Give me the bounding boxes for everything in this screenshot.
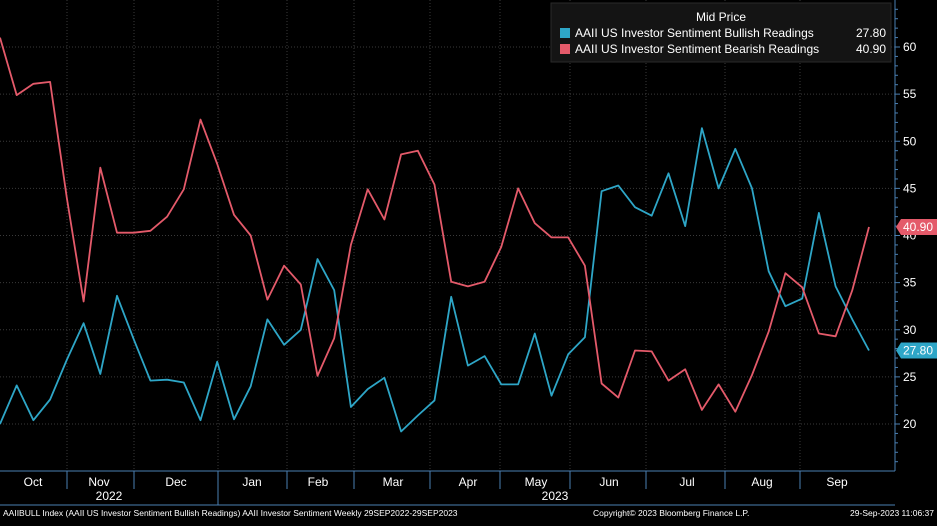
legend-title: Mid Price [696,10,746,24]
y-tick-label: 20 [903,417,917,431]
x-month-label: Nov [88,475,109,489]
footer: AAIIBULL Index (AAII US Investor Sentime… [3,508,934,518]
x-year-label: 2022 [96,489,123,503]
x-year-label: 2023 [542,489,569,503]
series-layer [0,37,870,433]
y-tick-label: 50 [903,134,917,148]
legend: Mid Price AAII US Investor Sentiment Bul… [550,2,892,63]
y-tick-label: 25 [903,370,917,384]
series-line-bearish [0,37,870,413]
y-tick-label: 30 [903,323,917,337]
x-month-label: Sep [826,475,848,489]
x-month-label: Apr [459,475,478,489]
y-tick-label: 60 [903,40,917,54]
x-month-label: Jul [679,475,694,489]
legend-swatch-bullish [560,28,570,38]
legend-label-bearish: AAII US Investor Sentiment Bearish Readi… [575,42,819,56]
last-value-tag-bearish [896,219,937,236]
last-value-label-bullish: 27.80 [903,343,933,357]
y-tick-label: 35 [903,276,917,290]
grid-layer [0,0,895,471]
series-line-bullish [0,127,870,433]
legend-label-bullish: AAII US Investor Sentiment Bullish Readi… [575,26,814,40]
last-value-label-bearish: 40.90 [903,220,933,234]
x-month-label: Mar [383,475,404,489]
x-month-label: Jun [599,475,618,489]
y-tick-label: 55 [903,87,917,101]
legend-value-bearish: 40.90 [856,42,886,56]
x-month-label: Feb [308,475,329,489]
x-month-label: Aug [751,475,772,489]
x-month-label: Oct [24,475,43,489]
y-tick-label: 45 [903,181,917,195]
legend-swatch-bearish [560,44,570,54]
x-month-label: Dec [165,475,186,489]
last-value-tag-bullish [896,342,937,359]
x-month-label: May [525,475,548,489]
x-month-label: Jan [242,475,261,489]
footer-copyright: Copyright© 2023 Bloomberg Finance L.P. [593,508,749,518]
footer-timestamp: 29-Sep-2023 11:06:37 [850,508,934,518]
legend-value-bullish: 27.80 [856,26,886,40]
footer-source: AAIIBULL Index (AAII US Investor Sentime… [3,508,458,518]
legend-box [550,2,892,63]
